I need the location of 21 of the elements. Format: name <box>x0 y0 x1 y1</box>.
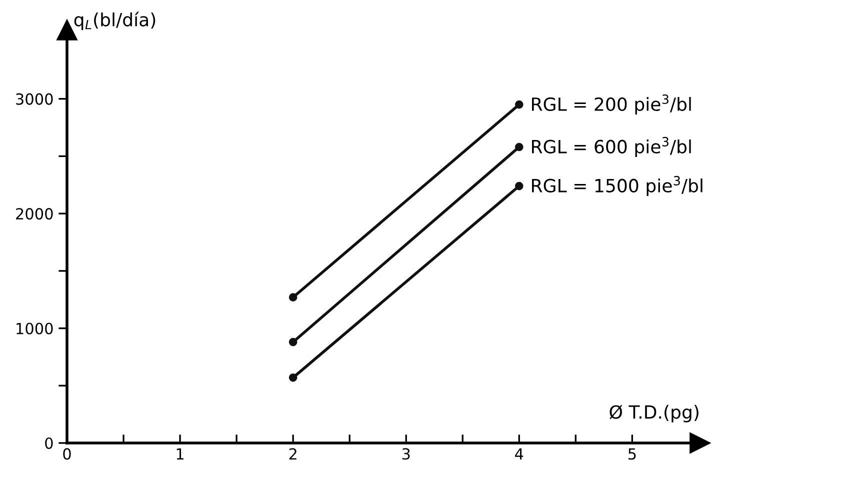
point <box>288 338 298 346</box>
series-label: RGL = 600 pie$^{3}$/bl <box>532 136 691 157</box>
point <box>288 373 298 382</box>
y-tick-label: 1000 <box>16 322 53 334</box>
series-label: RGL = 1500 pie$^{3}$/bl <box>532 176 702 196</box>
y-tick-label: 0 <box>45 437 53 450</box>
series-label: RGL = 200 pie$^{3}$/bl <box>532 94 691 115</box>
x-tick-label: 0 <box>63 448 71 460</box>
x-tick-label: 3 <box>402 448 410 460</box>
point <box>514 182 524 190</box>
y-tick-label: 3000 <box>16 93 53 105</box>
x-tick-label: 2 <box>289 448 296 460</box>
point <box>514 142 524 152</box>
x-tick-label: 1 <box>176 448 184 460</box>
point <box>288 293 298 302</box>
y-axis-title: q$_{L}$(bl/día) <box>74 12 156 30</box>
y-tick-label: 2000 <box>16 208 53 220</box>
point <box>514 100 524 109</box>
x-axis-title: Ø T.D.(pg) <box>610 404 698 422</box>
x-tick-label: 4 <box>515 448 524 460</box>
x-tick-label: 5 <box>628 448 636 460</box>
